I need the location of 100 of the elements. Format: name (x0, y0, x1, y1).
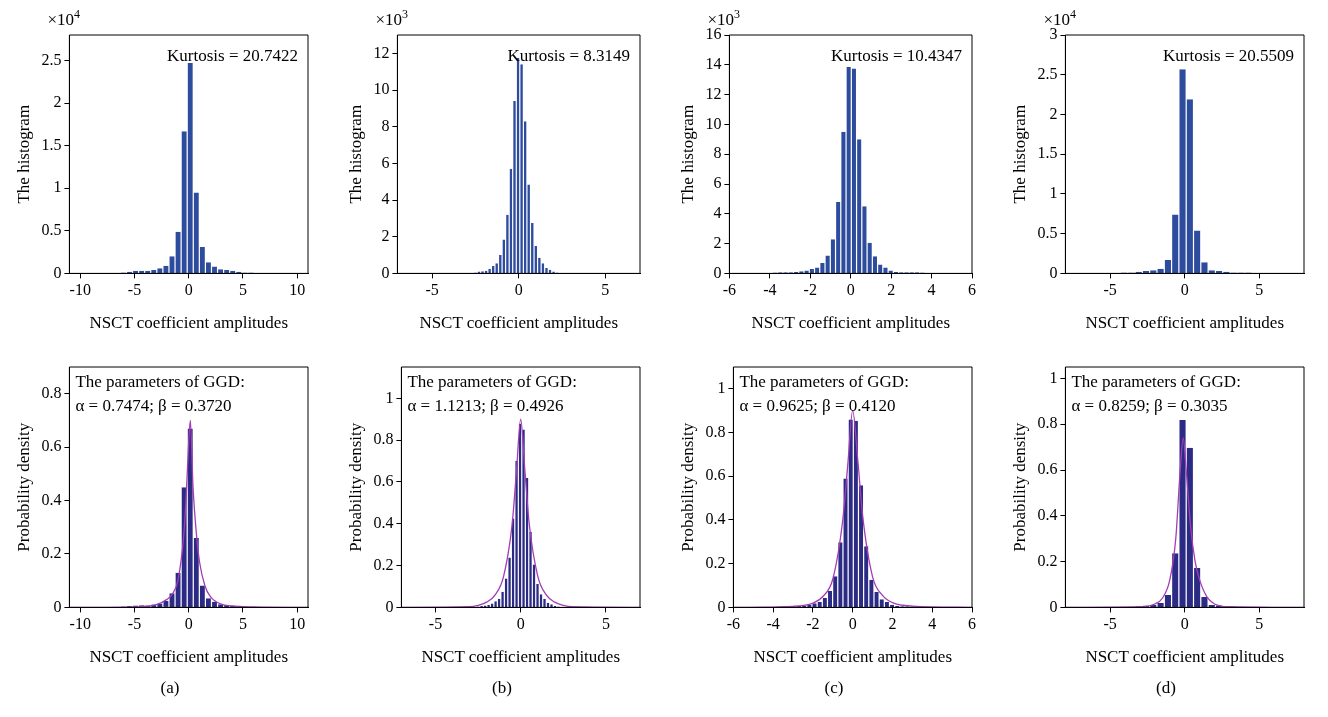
x-tick-label: 5 (1255, 615, 1264, 633)
annotation: α = 1.1213; β = 0.4926 (407, 396, 564, 415)
x-tick-label: -10 (69, 281, 91, 299)
y-tick-label: 0.2 (373, 555, 394, 573)
annotation: Kurtosis = 10.4347 (831, 46, 963, 65)
annotation: Kurtosis = 20.5509 (1163, 46, 1294, 65)
x-tick-label: -4 (763, 281, 777, 299)
y-tick-label: 0.4 (1037, 506, 1058, 524)
text: (b) (491, 678, 513, 698)
y-tick-label: 0 (713, 263, 722, 281)
y-tick-label: 0 (385, 597, 394, 615)
text: (c) (823, 678, 845, 698)
x-tick-label: 5 (238, 615, 247, 633)
x-tick-label: 4 (928, 615, 937, 633)
y-tick-label: 0.8 (373, 430, 394, 448)
x-tick-label: -5 (428, 615, 443, 633)
y-axis-title: The histogram (1009, 104, 1029, 204)
y-tick-label: 0 (381, 263, 390, 281)
annotation: The parameters of GGD: (1071, 372, 1241, 391)
y-tick-label: 14 (705, 55, 722, 72)
y-tick-label: 0.2 (41, 544, 62, 562)
y-tick-label: 0.2 (705, 553, 726, 571)
y-tick-label: 0.2 (1037, 551, 1058, 569)
x-tick-label: 0 (514, 281, 523, 299)
y-tick-label: 0.4 (705, 510, 726, 528)
x-tick-label: -5 (127, 615, 142, 633)
y-tick-label: 0.6 (373, 472, 394, 490)
x-tick-label: 6 (968, 615, 976, 633)
y-axis-title: Probability density (13, 422, 33, 552)
annotation: α = 0.8259; β = 0.3035 (1071, 396, 1228, 415)
y-tick-label: 2.5 (1037, 64, 1058, 82)
y-tick-label: 4 (713, 204, 722, 221)
annotation: α = 0.7474; β = 0.3720 (75, 396, 232, 415)
y-tick-label: 0.4 (41, 490, 62, 508)
x-axis-title: NSCT coefficient amplitudes (751, 313, 951, 333)
y-tick-label: 0 (717, 597, 726, 615)
x-tick-label: -5 (425, 281, 439, 299)
x-tick-label: 5 (238, 281, 247, 299)
y-tick-label: 12 (373, 43, 390, 61)
y-tick-label: 1.5 (41, 135, 62, 153)
y-tick-label: 0.8 (705, 422, 726, 440)
y-tick-label: 3 (1049, 25, 1058, 43)
x-tick-label: -6 (722, 281, 737, 299)
x-tick-label: 0 (184, 281, 193, 299)
x-tick-label: 5 (1255, 281, 1264, 299)
y-axis-title: Probability density (345, 422, 365, 552)
y-axis-title: The histogram (345, 104, 365, 204)
y-tick-label: 2 (1049, 104, 1058, 122)
x-tick-label: 0 (848, 615, 857, 633)
y-axis-title: The histogram (13, 104, 33, 204)
x-axis-title: NSCT coefficient amplitudes (89, 647, 289, 667)
y-tick-label: 0.4 (373, 513, 394, 531)
text: (d) (1155, 678, 1177, 698)
x-axis-title: NSCT coefficient amplitudes (753, 647, 953, 667)
y-tick-label: 1 (385, 388, 394, 406)
y-tick-label: 1 (53, 178, 62, 196)
x-tick-label: -5 (1103, 281, 1117, 299)
x-tick-label: 10 (289, 615, 306, 633)
text: (a) (159, 678, 181, 698)
y-axis-title: The histogram (677, 104, 697, 204)
y-tick-label: 0.6 (1037, 460, 1058, 478)
annotation: The parameters of GGD: (75, 372, 245, 391)
x-tick-label: -2 (806, 615, 820, 633)
x-tick-label: 6 (968, 281, 976, 299)
x-tick-label: 10 (289, 281, 306, 299)
annotation: The parameters of GGD: (739, 372, 909, 391)
y-tick-label: 2.5 (41, 50, 62, 68)
x-tick-label: -2 (803, 281, 817, 299)
y-tick-label: 2 (713, 233, 722, 251)
y-tick-label: 0.6 (705, 466, 726, 484)
y-tick-label: 0 (1049, 263, 1058, 281)
y-tick-label: 4 (381, 190, 390, 208)
x-tick-label: 0 (516, 615, 525, 633)
x-tick-label: -10 (69, 615, 91, 633)
x-axis-title: NSCT coefficient amplitudes (1085, 647, 1285, 667)
y-tick-label: 10 (705, 114, 722, 132)
y-tick-label: 2 (381, 226, 390, 244)
x-axis-title: NSCT coefficient amplitudes (419, 313, 619, 333)
annotation: The parameters of GGD: (407, 372, 577, 391)
annotation: Kurtosis = 8.3149 (507, 46, 630, 65)
y-tick-label: 12 (705, 84, 722, 102)
y-tick-label: 16 (705, 25, 722, 43)
y-tick-label: 6 (713, 174, 722, 192)
x-tick-label: -5 (1103, 615, 1117, 633)
x-tick-label: 0 (1180, 281, 1189, 299)
x-tick-label: -5 (127, 281, 142, 299)
x-tick-label: 5 (601, 615, 610, 633)
y-tick-label: 8 (381, 116, 390, 134)
x-tick-label: 5 (601, 281, 610, 299)
x-tick-label: 0 (1180, 615, 1189, 633)
y-axis-title: Probability density (1009, 422, 1029, 552)
y-tick-label: 0 (53, 597, 62, 615)
y-tick-label: 6 (381, 153, 390, 171)
y-tick-label: 10 (373, 80, 390, 98)
x-tick-label: 4 (927, 281, 936, 299)
x-axis-title: NSCT coefficient amplitudes (89, 313, 289, 333)
x-tick-label: 2 (887, 281, 896, 299)
y-tick-label: 0 (53, 263, 62, 281)
y-tick-label: 2 (53, 93, 62, 111)
y-tick-label: 0 (1049, 597, 1058, 615)
